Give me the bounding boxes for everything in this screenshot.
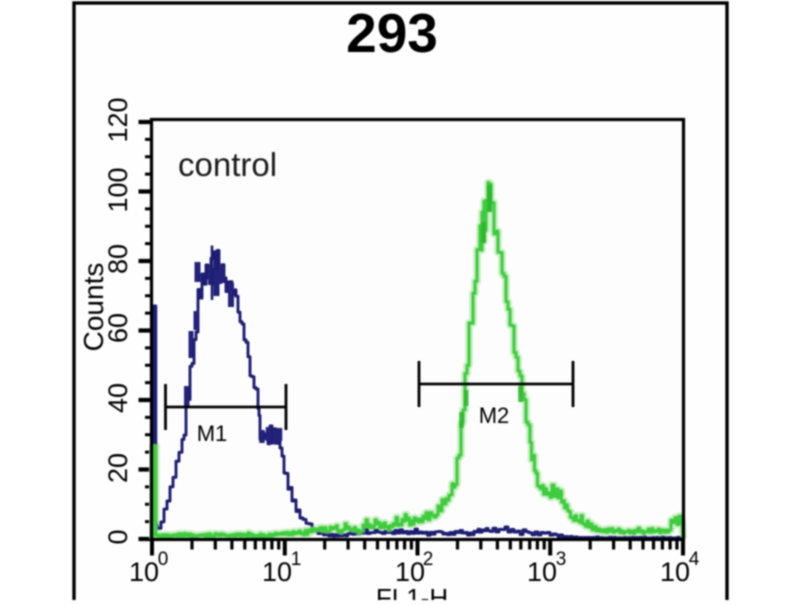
svg-text:FL1-H: FL1-H (376, 583, 448, 600)
svg-text:40: 40 (103, 383, 133, 413)
svg-text:control: control (178, 146, 277, 183)
svg-text:80: 80 (103, 244, 133, 274)
svg-text:1: 1 (291, 549, 302, 570)
svg-text:0: 0 (103, 529, 133, 544)
svg-text:10: 10 (395, 557, 425, 587)
svg-text:10: 10 (527, 557, 557, 587)
svg-text:10: 10 (660, 557, 690, 587)
svg-text:M1: M1 (197, 421, 228, 446)
svg-text:10: 10 (129, 557, 159, 587)
svg-text:20: 20 (103, 453, 133, 483)
svg-text:0: 0 (158, 549, 169, 570)
svg-text:2: 2 (423, 549, 434, 570)
svg-text:120: 120 (103, 97, 133, 142)
svg-text:100: 100 (103, 167, 133, 212)
svg-text:60: 60 (103, 313, 133, 343)
svg-text:Counts: Counts (78, 263, 109, 352)
svg-text:4: 4 (689, 549, 700, 570)
svg-text:293: 293 (346, 2, 438, 64)
svg-text:10: 10 (262, 557, 292, 587)
svg-text:M2: M2 (479, 403, 510, 428)
svg-text:3: 3 (556, 549, 567, 570)
